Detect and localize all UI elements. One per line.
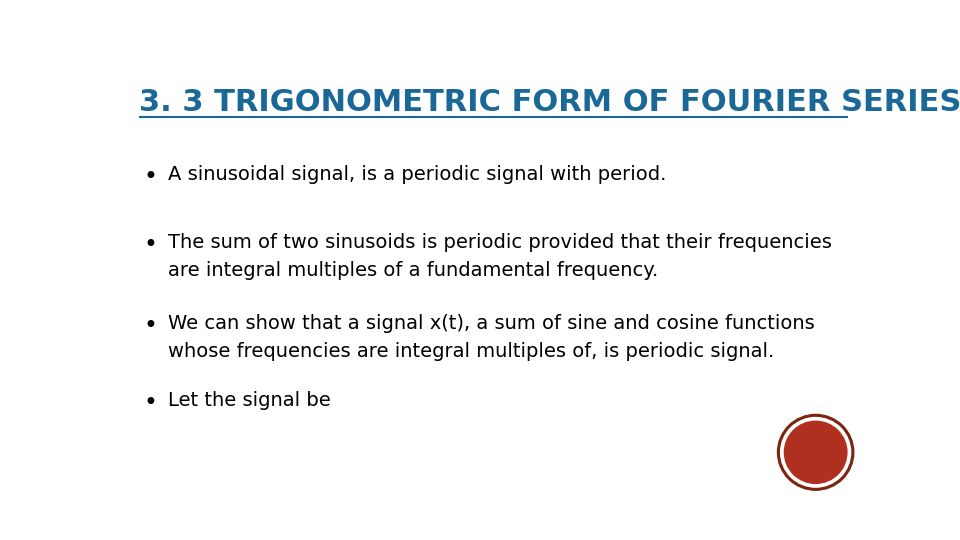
Text: 3. 3 TRIGONOMETRIC FORM OF FOURIER SERIES: 3. 3 TRIGONOMETRIC FORM OF FOURIER SERIE… (138, 87, 960, 117)
Text: •: • (144, 391, 157, 415)
Ellipse shape (778, 414, 853, 490)
Text: •: • (144, 165, 157, 188)
Ellipse shape (784, 421, 847, 483)
Text: The sum of two sinusoids is periodic provided that their frequencies
are integra: The sum of two sinusoids is periodic pro… (168, 233, 832, 280)
Text: We can show that a signal x(t), a sum of sine and cosine functions
whose frequen: We can show that a signal x(t), a sum of… (168, 314, 815, 361)
Text: •: • (144, 314, 157, 338)
Ellipse shape (780, 417, 851, 487)
Text: •: • (144, 233, 157, 257)
Text: Let the signal be: Let the signal be (168, 391, 331, 410)
Text: A sinusoidal signal, is a periodic signal with period.: A sinusoidal signal, is a periodic signa… (168, 165, 667, 184)
